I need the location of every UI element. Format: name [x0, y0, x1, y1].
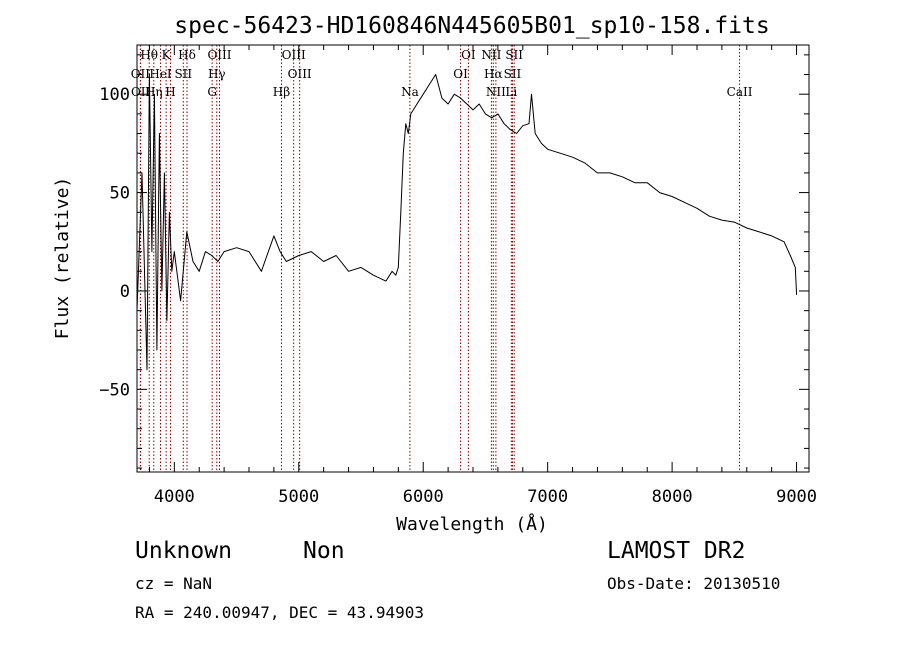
line-label-3: OIII — [207, 48, 231, 62]
x-tick-label-4: 8000 — [652, 487, 693, 507]
y-tick-label-0: −50 — [99, 380, 130, 400]
y-tick-label-2: 50 — [110, 184, 130, 204]
line-label-18: H — [165, 85, 175, 99]
x-tick-label-2: 6000 — [403, 487, 444, 507]
line-label-1: K — [162, 48, 172, 62]
x-tick-label-0: 4000 — [154, 487, 195, 507]
survey-name: LAMOST DR2 — [607, 538, 746, 564]
line-label-12: OIII — [288, 67, 312, 81]
redshift-cz: cz = NaN — [135, 574, 213, 593]
line-label-15: SII — [504, 67, 522, 81]
x-tick-label-3: 7000 — [527, 487, 568, 507]
x-axis: 4000 5000 6000 7000 8000 9000 — [148, 45, 817, 507]
object-class: Unknown — [135, 538, 232, 564]
line-label-24: CaII — [727, 85, 753, 99]
line-label-10: SII — [174, 67, 192, 81]
plot-frame — [136, 44, 810, 473]
line-label-21: Na — [401, 85, 419, 99]
observation-date: Obs-Date: 20130510 — [607, 574, 781, 593]
x-tick-label-1: 5000 — [278, 487, 319, 507]
chart-title: spec-56423-HD160846N445605B01_sp10-158.f… — [174, 13, 769, 39]
line-label-17: Hη — [145, 85, 163, 99]
line-label-20: Hβ — [273, 85, 290, 99]
line-label-23: Li — [505, 85, 517, 99]
line-label-6: NII — [481, 48, 501, 62]
line-label-13: OI — [453, 67, 468, 81]
line-label-8: OII — [131, 67, 151, 81]
line-label-4: OIII — [282, 48, 306, 62]
line-label-9: HeI — [149, 67, 172, 81]
x-axis-label: Wavelength (Å) — [396, 513, 548, 535]
line-label-14: Hα — [484, 67, 503, 81]
line-label-2: Hδ — [178, 48, 196, 62]
y-axis-label: Flux (relative) — [52, 177, 73, 340]
line-label-5: OI — [461, 48, 476, 62]
y-tick-label-3: 100 — [99, 85, 130, 105]
line-label-7: SII — [505, 48, 523, 62]
spectrum-line-0 — [136, 74, 798, 371]
y-tick-label-1: 0 — [120, 282, 130, 302]
line-label-19: G — [207, 85, 217, 99]
y-axis: −50 0 50 100 — [99, 54, 809, 469]
sky-coordinates: RA = 240.00947, DEC = 43.94903 — [135, 603, 424, 622]
spectrum-series — [136, 74, 798, 371]
line-label-11: Hγ — [208, 67, 226, 81]
x-tick-label-5: 9000 — [776, 487, 817, 507]
line-label-16: OII — [131, 85, 151, 99]
spectral-line-markers — [139, 45, 741, 472]
line-label-0: Hθ — [140, 48, 158, 62]
object-subclass: Non — [303, 538, 345, 564]
line-label-22: NII — [486, 85, 506, 99]
